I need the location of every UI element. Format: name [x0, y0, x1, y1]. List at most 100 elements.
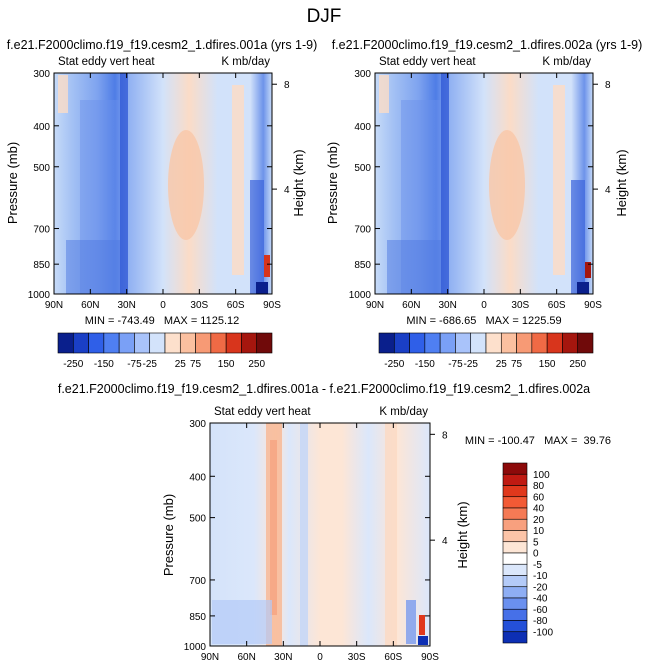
panel-3-colorbar-label: -10 [533, 571, 548, 582]
panel-3-colorbar-label: 0 [533, 549, 539, 560]
panel-3-subtitle-left: Stat eddy vert heat [214, 406, 311, 418]
panel-3-title: f.e21.F2000climo.f19_f19.cesm2_1.dfires.… [58, 382, 590, 396]
panel-3-stats: MIN = -100.47 MAX = 39.76 [465, 435, 611, 447]
panel-3-xtick-label: 60S [384, 652, 402, 663]
panel-2-field-lowlevel [387, 240, 441, 294]
panel-2-stats: MIN = -686.65 MAX = 1225.59 [406, 315, 561, 327]
panel-3-colorbar-label: 60 [533, 492, 545, 503]
panel-2-ytick-label: 850 [354, 260, 371, 271]
panel-3-field-polar-blue [406, 600, 416, 644]
panel-1-colorbar-label: 75 [190, 359, 202, 370]
panel-2-ylabel: Pressure (mb) [325, 142, 340, 224]
panel-3-xtick-label: 30S [348, 652, 366, 663]
panel-2-ytick-label: 700 [354, 225, 371, 236]
panel-2-field-polar-dark [577, 282, 589, 294]
panel-1-colorbar-swatch [57, 332, 74, 354]
panel-3-colorbar-swatch [502, 631, 528, 644]
panel-3-colorbar-label: -100 [533, 627, 553, 638]
panel-3-ytick-label: 700 [189, 576, 206, 587]
panel-1-field-warm-stripe [232, 85, 244, 275]
panel-3-colorbar-swatch [502, 496, 528, 509]
panel-2-ytick-label: 500 [354, 163, 371, 174]
panel-1-colorbar-label: 150 [218, 359, 235, 370]
panel-1-colorbar-swatch [241, 332, 258, 354]
panel-3-colorbar-label: -5 [533, 560, 542, 571]
panel-3-x-axis: 90N 60N 30N 0 30S 60S 90S [201, 423, 439, 663]
panel-1-field-top-warm [58, 75, 68, 113]
panel-3-xtick-label: 0 [317, 652, 323, 663]
panel-3-xtick-label: 90N [201, 652, 219, 663]
panel-1-right-tick-label: 8 [284, 80, 290, 91]
panel-3-colorbar-label: -40 [533, 594, 548, 605]
panel-1-field-core [120, 73, 128, 294]
panel-3-colorbar-label: 10 [533, 526, 545, 537]
panel-1-field-lowlevel [66, 240, 120, 294]
panel-1-colorbar-swatch [164, 332, 181, 354]
panel-3-colorbar-swatch [502, 563, 528, 576]
panel-1-y-axis: 300 400 500 700 850 1000 [28, 69, 272, 301]
panel-2-colorbar-swatch [439, 332, 456, 354]
panel-3-colorbar-label: -80 [533, 616, 548, 627]
panel-1-colorbar-label: 25 [175, 359, 187, 370]
panel-3-ytick-label: 850 [189, 612, 206, 623]
panel-1-right-tick-label: 4 [284, 185, 290, 196]
panel-2-colorbar-swatch [393, 332, 410, 354]
panel-1-xtick-label: 30S [190, 300, 208, 311]
panel-2-ytick-label: 1000 [349, 290, 372, 301]
panel-3-colorbar-label: 40 [533, 504, 545, 515]
panel-1-subtitle-right: K mb/day [221, 56, 270, 68]
panel-3-colorbar-swatch [502, 575, 528, 588]
panel-1-ytick-label: 700 [33, 225, 50, 236]
panel-2-xtick-label: 30N [438, 300, 456, 311]
panel-2-colorbar-label: -150 [415, 359, 435, 370]
panel-2-field-polar-red [585, 262, 591, 278]
panel-2-heatmap [375, 73, 593, 294]
panel-2-ytick-label: 400 [354, 122, 371, 133]
panel-1-xtick-label: 30N [117, 300, 135, 311]
panel-3-field-polar-dark [418, 636, 428, 645]
panel-1-colorbar-label: -75 [127, 359, 142, 370]
panel-1-colorbar-label: 250 [248, 359, 265, 370]
panel-3-ytick-label: 400 [189, 472, 206, 483]
panel-2-title: f.e21.F2000climo.f19_f19.cesm2_1.dfires.… [332, 38, 643, 52]
panel-1-colorbar-swatch [179, 332, 196, 354]
panel-3-colorbar-label: 5 [533, 537, 539, 548]
panel-2: f.e21.F2000climo.f19_f19.cesm2_1.dfires.… [325, 38, 642, 370]
panel-1-colorbar: -250 -150 -75 -25 25 75 150 250 [57, 332, 273, 370]
panel-1-colorbar-swatch [149, 332, 166, 354]
panel-2-colorbar-swatch [424, 332, 441, 354]
panel-2-colorbar-label: -250 [384, 359, 404, 370]
panel-2-colorbar-swatch [470, 332, 487, 354]
panel-3-ylabel: Pressure (mb) [161, 494, 176, 576]
panel-1-ytick-label: 300 [33, 69, 50, 80]
panel-3-ylabel-right: Height (km) [455, 501, 470, 568]
panel-1: f.e21.F2000climo.f19_f19.cesm2_1.dfires.… [5, 38, 317, 370]
panel-3-heatmap [210, 423, 430, 646]
panel-2-colorbar-swatch [378, 332, 395, 354]
panel-1-ytick-label: 850 [33, 260, 50, 271]
panel-2-colorbar-swatch [409, 332, 426, 354]
panel-1-colorbar-swatch [195, 332, 212, 354]
panel-1-ytick-label: 500 [33, 163, 50, 174]
panel-2-colorbar-label: -75 [448, 359, 463, 370]
panel-3-colorbar-swatch [502, 530, 528, 543]
panel-1-colorbar-swatch [134, 332, 151, 354]
panel-1-x-axis: 90N 60N 30N 0 30S 60S 90S [45, 73, 281, 311]
panel-2-colorbar-label: 75 [511, 359, 523, 370]
panel-3-ytick-label: 500 [189, 514, 206, 525]
panel-2-subtitle-right: K mb/day [542, 56, 591, 68]
panel-1-xtick-label: 60S [227, 300, 245, 311]
panel-1-colorbar-swatch [88, 332, 105, 354]
panel-1-ylabel: Pressure (mb) [5, 142, 20, 224]
panel-3-colorbar-swatch [502, 485, 528, 498]
panel-2-colorbar-swatch [455, 332, 472, 354]
panel-1-title: f.e21.F2000climo.f19_f19.cesm2_1.dfires.… [7, 38, 318, 52]
panel-3-colorbar-label: 20 [533, 515, 545, 526]
panel-2-right-tick-label: 4 [605, 185, 611, 196]
panel-1-field-polar-red [264, 255, 270, 277]
panel-3-colorbar-label: 100 [533, 470, 550, 481]
panel-2-subtitle-left: Stat eddy vert heat [379, 56, 476, 68]
panel-2-colorbar-label: 250 [569, 359, 586, 370]
